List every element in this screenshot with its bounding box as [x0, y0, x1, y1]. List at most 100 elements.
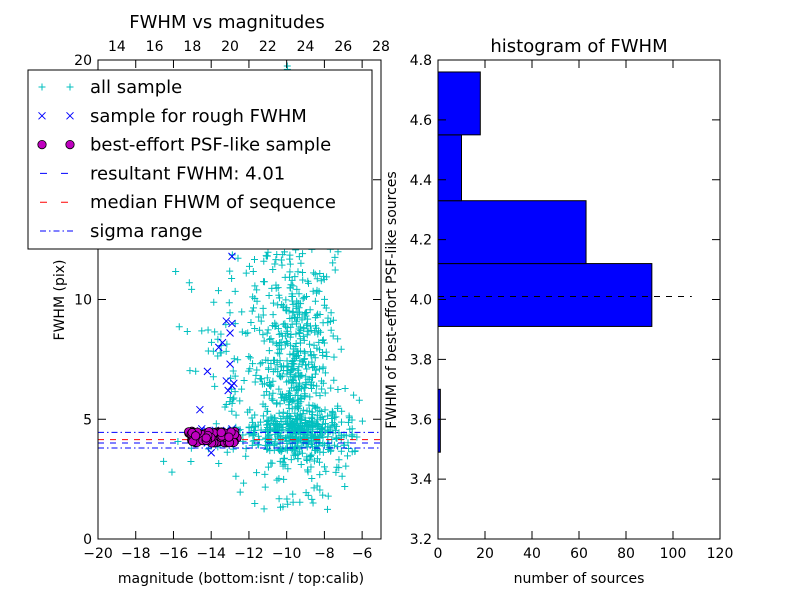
all-sample-point: [263, 418, 271, 426]
all-sample-point: [264, 365, 272, 373]
all-sample-point: [317, 407, 325, 415]
all-sample-point: [302, 418, 310, 426]
all-sample-point: [320, 275, 328, 283]
all-sample-point: [341, 483, 349, 491]
all-sample-point: [245, 367, 253, 375]
all-sample-point: [286, 251, 294, 259]
legend-entry: best-effort PSF-like sample: [37, 135, 331, 156]
all-sample-point: [301, 384, 309, 392]
all-sample-point: [275, 330, 283, 338]
all-sample-point: [313, 445, 321, 453]
all-sample-point: [245, 262, 253, 270]
all-sample-point: [247, 319, 255, 327]
all-sample-point: [222, 347, 230, 355]
all-sample-point: [266, 441, 274, 449]
all-sample-point: [268, 284, 276, 292]
all-sample-point: [175, 323, 183, 331]
top-x-tick-label: 28: [372, 39, 390, 55]
scatter-y-label: FWHM (pix): [52, 260, 68, 341]
all-sample-point: [172, 267, 180, 275]
all-sample-point: [313, 411, 321, 419]
x-tick-label: 100: [660, 546, 687, 562]
all-sample-point: [280, 455, 288, 463]
all-sample-point: [305, 360, 313, 368]
all-sample-point: [269, 396, 277, 404]
y-tick-label: 4.0: [410, 293, 432, 309]
all-sample-point: [198, 327, 206, 335]
all-sample-point: [304, 466, 312, 474]
all-sample-point: [320, 301, 328, 309]
all-sample-point: [307, 352, 315, 360]
all-sample-point: [331, 253, 339, 261]
all-sample-point: [294, 268, 302, 276]
all-sample-point: [295, 253, 303, 261]
all-sample-point: [283, 414, 291, 422]
all-sample-point: [256, 360, 264, 368]
all-sample-point: [323, 505, 331, 513]
all-sample-point: [251, 411, 259, 419]
all-sample-point: [251, 282, 259, 290]
all-sample-point: [327, 326, 335, 334]
scatter-title: FWHM vs magnitudes: [129, 12, 324, 33]
all-sample-point: [316, 486, 324, 494]
all-sample-point: [273, 432, 281, 440]
y-tick-label: 0: [83, 532, 92, 548]
all-sample-point: [300, 348, 308, 356]
all-sample-point: [277, 445, 285, 453]
y-tick-label: 10: [74, 293, 92, 309]
all-sample-point: [283, 324, 291, 332]
all-sample-point: [226, 398, 234, 406]
all-sample-point: [260, 380, 268, 388]
all-sample-point: [307, 327, 315, 335]
all-sample-point: [313, 382, 321, 390]
all-sample-point: [329, 332, 337, 340]
legend-entry: sample for rough FWHM: [38, 106, 307, 127]
all-sample-point: [276, 339, 284, 347]
all-sample-point: [277, 363, 285, 371]
all-sample-point: [204, 445, 212, 453]
scatter-x-axis: −20 −18 −16 −14 −12 −10 −8 −6: [83, 60, 373, 562]
all-sample-point: [278, 261, 286, 269]
all-sample-point: [251, 294, 259, 302]
all-sample-point: [337, 447, 345, 455]
all-sample-point: [289, 432, 297, 440]
all-sample-point: [283, 439, 291, 447]
all-sample-point: [308, 378, 316, 386]
all-sample-point: [303, 443, 311, 451]
all-sample-point: [267, 459, 275, 467]
all-sample-point: [299, 406, 307, 414]
all-sample-point: [254, 432, 262, 440]
all-sample-point: [274, 301, 282, 309]
all-sample-point: [302, 312, 310, 320]
all-sample-point: [222, 321, 230, 329]
all-sample-point: [306, 393, 314, 401]
all-sample-point: [275, 475, 283, 483]
all-sample-point: [209, 347, 217, 355]
all-sample-point: [188, 285, 196, 293]
scatter-legend: all sample sample for rough FWHM best-effo…: [27, 69, 373, 250]
all-sample-point: [283, 337, 291, 345]
all-sample-point: [321, 295, 329, 303]
all-sample-point: [304, 315, 312, 323]
legend-entry: all sample: [38, 77, 182, 98]
all-sample-point: [293, 347, 301, 355]
top-x-tick-label: 26: [334, 39, 352, 55]
legend-entry: resultant FWHM: 4.01: [40, 163, 285, 184]
all-sample-point: [236, 488, 244, 496]
scatter-top-axis: 14 16 18 20 22 24 26 28: [108, 39, 390, 55]
all-sample-point: [358, 417, 366, 425]
all-sample-point: [238, 308, 246, 316]
all-sample-point: [186, 367, 194, 375]
all-sample-point: [228, 274, 236, 282]
all-sample-point: [306, 306, 314, 314]
all-sample-point: [283, 495, 291, 503]
all-sample-point: [294, 366, 302, 374]
rough-fwhm-point: [196, 405, 204, 414]
all-sample-point: [262, 356, 270, 364]
all-sample-point: [297, 398, 305, 406]
x-tick-label: −12: [234, 546, 264, 562]
all-sample-point: [261, 483, 269, 491]
all-sample-point: [302, 373, 310, 381]
legend-box: [27, 69, 373, 250]
all-sample-point: [316, 269, 324, 277]
